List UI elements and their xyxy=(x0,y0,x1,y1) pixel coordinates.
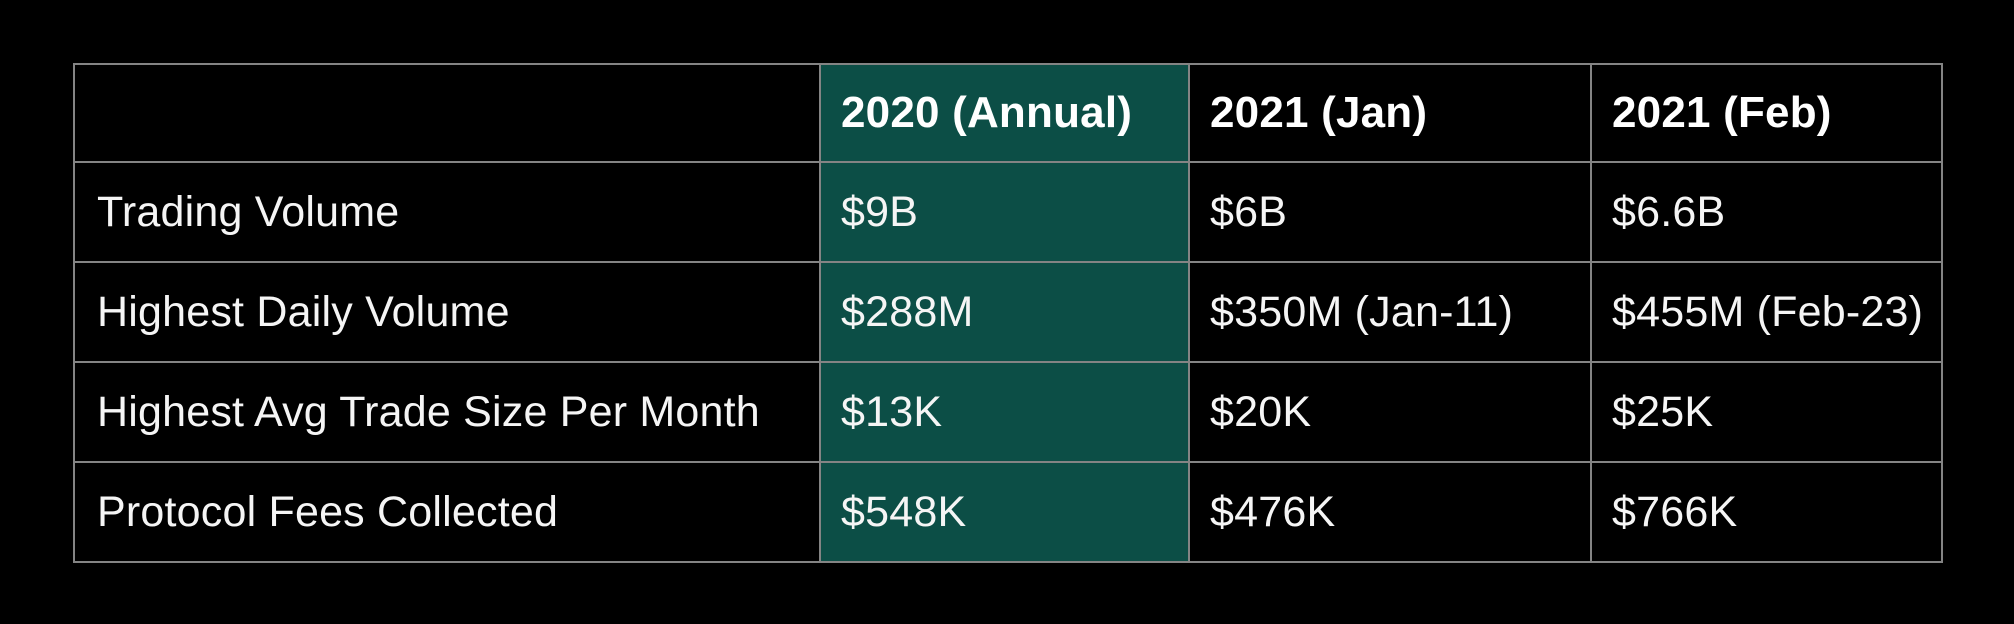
column-header-2020-annual: 2020 (Annual) xyxy=(819,63,1190,163)
value-cell-jan: $350M (Jan-11) xyxy=(1188,261,1592,363)
table-row: Highest Avg Trade Size Per Month $13K $2… xyxy=(73,361,1943,463)
column-header-2021-jan: 2021 (Jan) xyxy=(1188,63,1592,163)
row-label-protocol-fees-collected: Protocol Fees Collected xyxy=(73,461,821,563)
value-cell-feb: $25K xyxy=(1590,361,1943,463)
value-cell-jan: $20K xyxy=(1188,361,1592,463)
table-row: Highest Daily Volume $288M $350M (Jan-11… xyxy=(73,261,1943,363)
header-empty-cell xyxy=(73,63,821,163)
value-cell-2020: $288M xyxy=(819,261,1190,363)
value-cell-feb: $455M (Feb-23) xyxy=(1590,261,1943,363)
value-cell-feb: $766K xyxy=(1590,461,1943,563)
value-cell-jan: $476K xyxy=(1188,461,1592,563)
header-row: 2020 (Annual) 2021 (Jan) 2021 (Feb) xyxy=(73,63,1943,163)
value-cell-2020: $13K xyxy=(819,361,1190,463)
table-row: Trading Volume $9B $6B $6.6B xyxy=(73,161,1943,263)
column-header-2021-feb: 2021 (Feb) xyxy=(1590,63,1943,163)
value-cell-2020: $548K xyxy=(819,461,1190,563)
value-cell-feb: $6.6B xyxy=(1590,161,1943,263)
table-row: Protocol Fees Collected $548K $476K $766… xyxy=(73,461,1943,563)
row-label-highest-avg-trade-size: Highest Avg Trade Size Per Month xyxy=(73,361,821,463)
row-label-trading-volume: Trading Volume xyxy=(73,161,821,263)
value-cell-2020: $9B xyxy=(819,161,1190,263)
row-label-highest-daily-volume: Highest Daily Volume xyxy=(73,261,821,363)
value-cell-jan: $6B xyxy=(1188,161,1592,263)
stats-table: 2020 (Annual) 2021 (Jan) 2021 (Feb) Trad… xyxy=(73,63,1943,563)
